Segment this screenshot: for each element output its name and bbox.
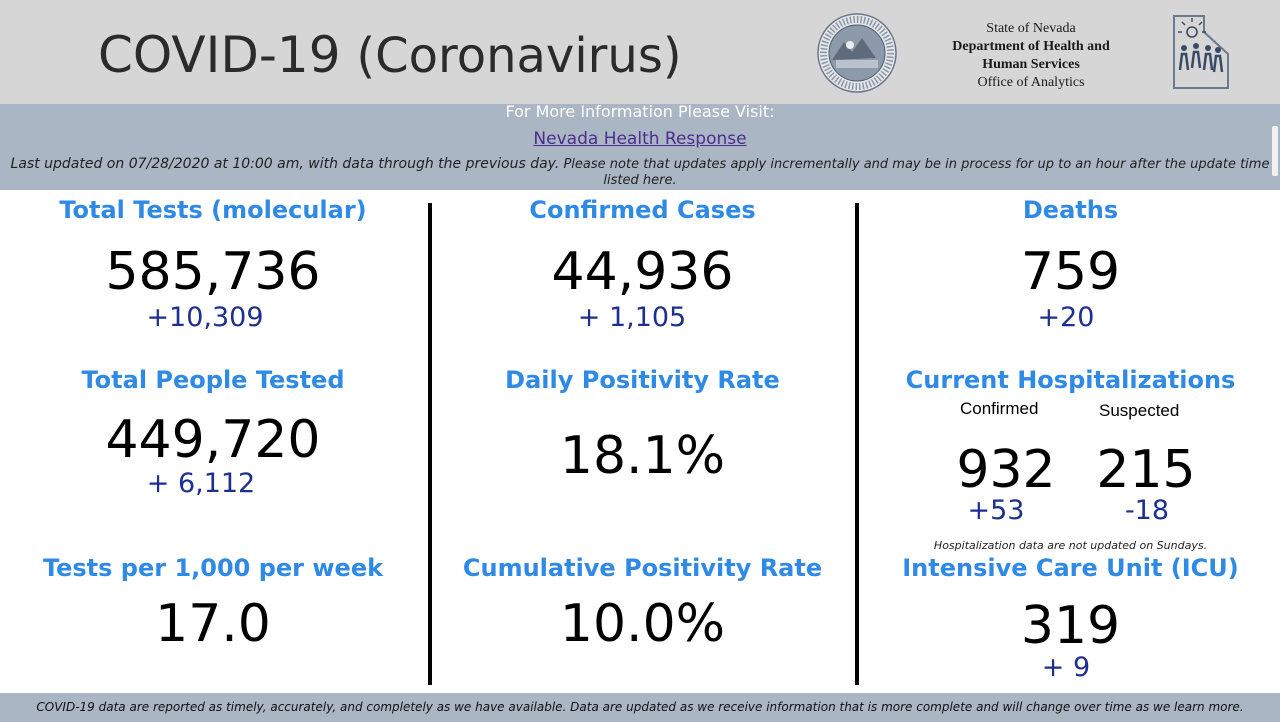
total-tests-delta: +10,309 (146, 302, 264, 333)
confirmed-cases-value: 44,936 (551, 242, 734, 302)
footer-bar: COVID-19 data are reported as timely, ac… (0, 693, 1280, 722)
icu-label: Intensive Care Unit (ICU) (902, 554, 1239, 582)
daily-positivity-value: 18.1% (559, 426, 726, 486)
icu-value: 319 (1020, 596, 1121, 656)
total-tests-label: Total Tests (molecular) (59, 196, 367, 224)
title-main: COVID-19 (98, 26, 341, 84)
hospitalizations-confirmed-label: Confirmed (960, 399, 1039, 418)
footer-disclaimer: COVID-19 data are reported as timely, ac… (36, 700, 1244, 714)
deaths-value: 759 (1020, 242, 1121, 302)
cumulative-positivity-label: Cumulative Positivity Rate (462, 554, 823, 582)
icu-delta: + 9 (1041, 652, 1091, 683)
deaths-label: Deaths (1022, 196, 1119, 224)
confirmed-cases-delta: + 1,105 (577, 302, 687, 333)
agency-line-office: Office of Analytics (977, 75, 1085, 90)
last-updated-text: Last updated on 07/28/2020 at 10:00 am, … (0, 156, 1280, 186)
hospitalizations-suspected-label: Suspected (1099, 401, 1180, 420)
title-paren: (Coronavirus) (356, 28, 682, 84)
hospitalization-note: Hospitalization data are not updated on … (933, 539, 1208, 552)
hospitalizations-confirmed-delta: +53 (967, 495, 1025, 526)
agency-block: State of Nevada Department of Health and… (918, 20, 1144, 92)
header-banner (0, 0, 1280, 104)
agency-line-state: State of Nevada (986, 21, 1076, 36)
last-updated-lead: Last updated on 07/28/2020 at 10:00 am, … (10, 156, 560, 172)
deaths-delta: +20 (1037, 302, 1095, 333)
more-info-text: For More Information Please Visit: (505, 102, 775, 121)
hospitalizations-confirmed-value: 932 (956, 440, 1056, 500)
info-bar (0, 104, 1280, 190)
confirmed-cases-label: Confirmed Cases (529, 196, 756, 224)
people-tested-value: 449,720 (105, 410, 321, 470)
dhhs-logo-icon (1168, 10, 1234, 94)
hospitalizations-label: Current Hospitalizations (905, 366, 1236, 394)
last-updated-note: Please note that updates apply increment… (563, 157, 1270, 186)
people-tested-delta: + 6,112 (146, 468, 256, 499)
hospitalizations-suspected-delta: -18 (1124, 495, 1170, 526)
agency-line-department: Department of Health and (952, 39, 1110, 54)
nevada-health-response-link[interactable]: Nevada Health Response (533, 129, 747, 149)
column-divider-right (855, 203, 859, 685)
page-title: COVID-19 (Coronavirus) (98, 30, 682, 80)
column-divider-left (428, 203, 432, 685)
total-tests-value: 585,736 (105, 242, 321, 302)
tests-per-1000-value: 17.0 (155, 594, 271, 654)
nevada-seal-icon (816, 12, 898, 94)
cumulative-positivity-value: 10.0% (559, 594, 726, 654)
daily-positivity-label: Daily Positivity Rate (505, 366, 780, 394)
tests-per-1000-label: Tests per 1,000 per week (42, 554, 384, 582)
people-tested-label: Total People Tested (81, 366, 345, 394)
info-scrollbar[interactable] (1272, 126, 1278, 176)
hospitalizations-suspected-value: 215 (1096, 440, 1196, 500)
agency-line-human-services: Human Services (982, 57, 1080, 72)
